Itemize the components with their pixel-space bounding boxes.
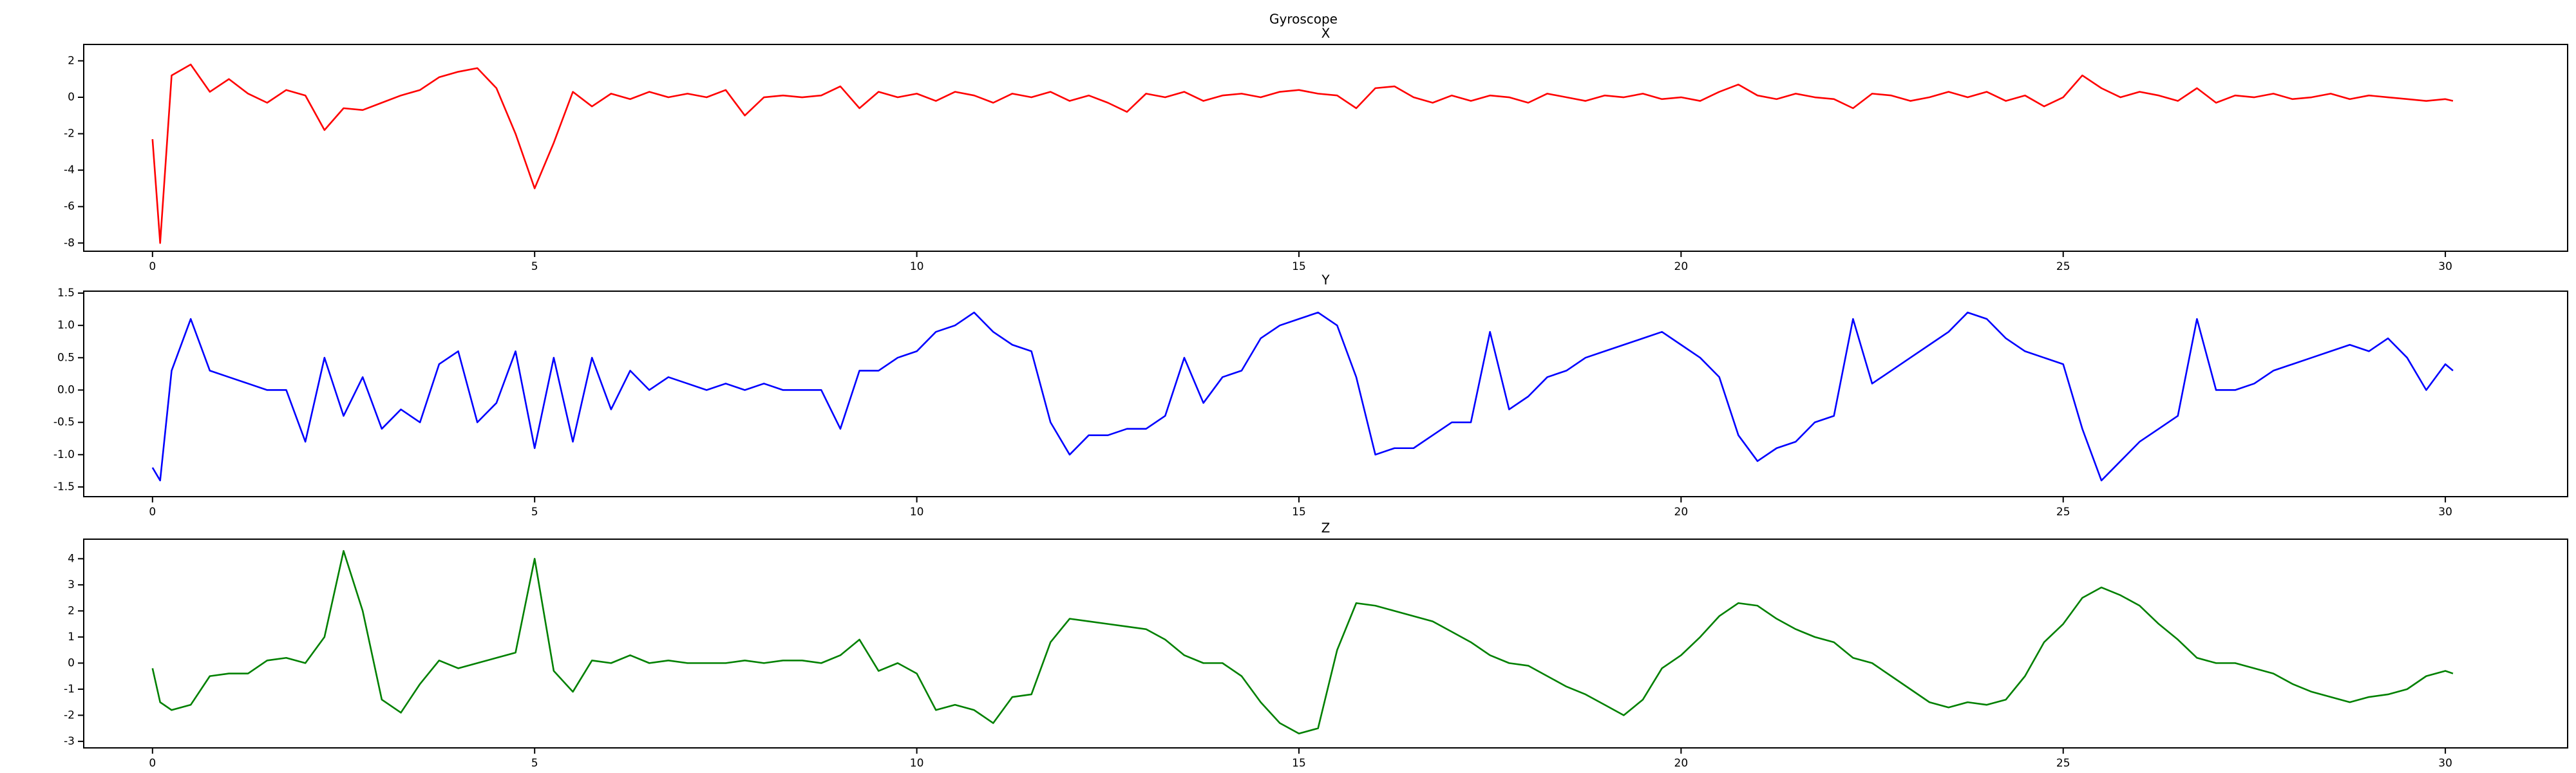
x-tick-label: 0 — [149, 260, 156, 273]
subplot-title: Y — [1321, 272, 1330, 288]
y-tick-label: -3 — [64, 735, 75, 748]
y-tick-label: 3 — [68, 578, 75, 591]
y-tick-label: -1.0 — [53, 448, 75, 461]
x-tick-label: 25 — [2056, 506, 2070, 519]
y-tick-label: 1 — [68, 631, 75, 644]
y-tick-label: -1 — [64, 683, 75, 696]
subplot-title: X — [1321, 26, 1331, 41]
x-tick-label: 25 — [2056, 260, 2070, 273]
x-tick-label: 5 — [531, 260, 538, 273]
data-line — [151, 549, 2454, 735]
x-tick-label: 10 — [910, 757, 924, 770]
data-line — [151, 63, 2454, 244]
y-tick-label: 4 — [68, 552, 75, 565]
y-tick-label: 0 — [68, 91, 75, 104]
x-tick-label: 5 — [531, 506, 538, 519]
axes-frame — [83, 291, 2568, 497]
y-tick-label: 1.5 — [57, 287, 75, 300]
x-tick-label: 25 — [2056, 757, 2070, 770]
axes-frame — [83, 539, 2568, 749]
x-tick-label: 10 — [910, 506, 924, 519]
y-tick-label: 1.0 — [57, 319, 75, 332]
y-tick-label: 2 — [68, 604, 75, 617]
subplot-title: Z — [1321, 520, 1331, 536]
x-tick-label: 20 — [1674, 506, 1689, 519]
y-tick-label: -2 — [64, 709, 75, 721]
axes-frame — [83, 44, 2568, 252]
y-tick-label: 0.0 — [57, 383, 75, 396]
x-tick-label: 30 — [2438, 260, 2452, 273]
x-tick-label: 10 — [910, 260, 924, 273]
x-tick-label: 15 — [1292, 757, 1306, 770]
x-tick-label: 30 — [2438, 506, 2452, 519]
y-tick-label: -8 — [64, 236, 75, 249]
y-tick-label: -0.5 — [53, 416, 75, 429]
x-tick-label: 20 — [1674, 260, 1689, 273]
y-tick-label: -2 — [64, 128, 75, 140]
y-tick-label: 2 — [68, 54, 75, 67]
y-tick-label: -1.5 — [53, 481, 75, 493]
x-tick-label: 20 — [1674, 757, 1689, 770]
y-tick-label: -4 — [64, 164, 75, 177]
figure-title: Gyroscope — [1269, 12, 1338, 27]
x-tick-label: 15 — [1292, 260, 1306, 273]
x-tick-label: 5 — [531, 757, 538, 770]
x-tick-label: 0 — [149, 506, 156, 519]
data-line — [151, 311, 2454, 482]
y-tick-label: -6 — [64, 200, 75, 213]
y-tick-label: 0 — [68, 656, 75, 669]
y-tick-label: 0.5 — [57, 351, 75, 364]
x-tick-label: 30 — [2438, 757, 2452, 770]
x-tick-label: 0 — [149, 757, 156, 770]
x-tick-label: 15 — [1292, 506, 1306, 519]
